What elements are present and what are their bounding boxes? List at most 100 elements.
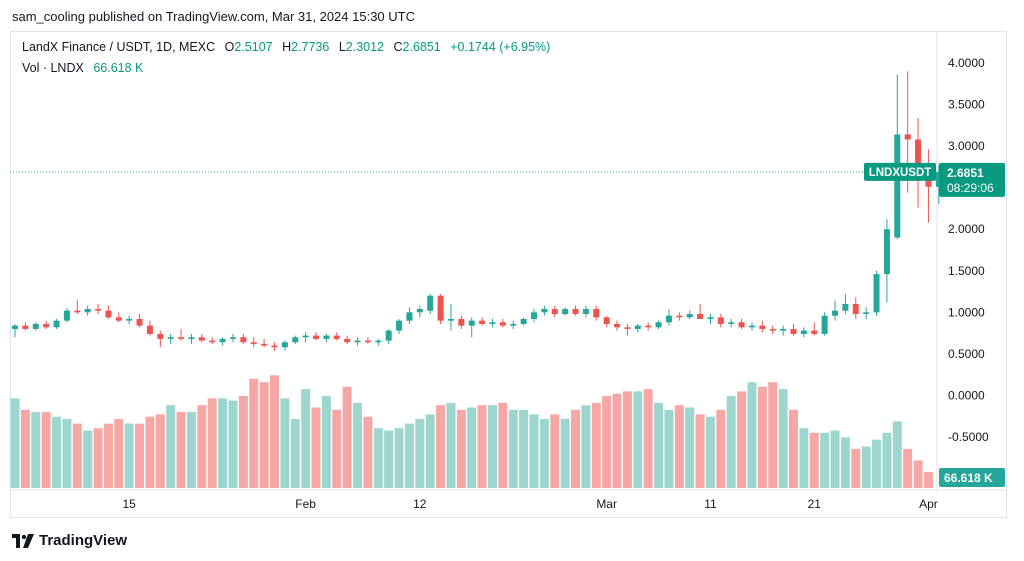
- open-label: O: [224, 40, 235, 54]
- volume-bar: [332, 409, 342, 488]
- volume-bar: [872, 439, 882, 488]
- volume-bar: [270, 375, 279, 488]
- time-tick-label: 12: [413, 497, 427, 511]
- volume-bar: [280, 398, 290, 488]
- volume-bar: [892, 421, 902, 488]
- volume-bar: [238, 396, 248, 488]
- volume-bar: [207, 398, 217, 488]
- candle-body: [790, 328, 797, 334]
- candle-body: [593, 309, 600, 318]
- candle-body: [146, 325, 153, 334]
- volume-bar: [519, 409, 529, 488]
- volume-bar: [654, 402, 664, 488]
- time-tick-label: 11: [704, 497, 717, 511]
- candle-body: [531, 312, 537, 319]
- candle-body: [883, 229, 890, 275]
- volume-bar: [747, 382, 757, 488]
- volume-bar: [539, 419, 549, 488]
- volume-bar: [436, 405, 446, 488]
- volume-bar: [321, 396, 331, 488]
- volume-bar: [41, 412, 51, 488]
- volume-bar: [633, 391, 643, 488]
- volume-bar: [311, 407, 321, 488]
- price-tick-label: 1.5000: [948, 264, 985, 278]
- volume-bar: [342, 386, 352, 488]
- volume-bar: [166, 405, 176, 488]
- candle-body: [126, 318, 133, 321]
- candle-body: [468, 320, 475, 326]
- candle-body: [499, 322, 506, 326]
- candle-body: [676, 315, 683, 318]
- tradingview-brand[interactable]: TradingView: [12, 532, 127, 549]
- candle-body: [157, 333, 164, 339]
- volume-bar: [72, 423, 82, 488]
- volume-bar: [301, 389, 311, 488]
- volume-bar: [249, 378, 259, 488]
- volume-tag: [939, 468, 1005, 487]
- candle-body: [84, 309, 91, 313]
- volume-bar: [508, 409, 518, 488]
- volume-bar: [31, 412, 41, 488]
- time-tick-label: Feb: [295, 497, 316, 511]
- candle-body: [634, 325, 641, 329]
- ohlc-legend: LandX Finance / USDT, 1D, MEXC O2.5107 H…: [22, 40, 550, 54]
- candle-body: [873, 274, 880, 313]
- low-label: L: [338, 40, 346, 54]
- candle-body: [22, 325, 29, 329]
- volume-bar: [135, 423, 145, 488]
- candle-body: [95, 309, 102, 311]
- candle-body: [863, 312, 870, 314]
- candle-body: [697, 313, 704, 319]
- candle-body: [292, 337, 299, 343]
- symbol-tag-label: LNDXUSDT: [869, 167, 932, 179]
- candle-body: [541, 309, 548, 313]
- volume-bar: [467, 407, 477, 488]
- candle-body: [738, 322, 745, 328]
- candle-body: [188, 337, 195, 339]
- price-tick-label: 3.5000: [948, 98, 985, 112]
- candle-body: [842, 304, 849, 311]
- candle-body: [520, 318, 527, 324]
- volume-bar: [903, 448, 913, 488]
- volume-bar: [830, 430, 840, 488]
- volume-bar: [861, 446, 871, 488]
- candle-body: [510, 323, 517, 326]
- volume-bar: [477, 405, 487, 488]
- candle-body: [354, 340, 361, 343]
- volume-bar: [602, 396, 612, 488]
- volume-bar: [498, 402, 508, 488]
- candle-body: [136, 318, 143, 326]
- candle-body: [614, 323, 621, 328]
- volume-bar: [550, 414, 560, 488]
- volume-label[interactable]: Vol · LNDX: [22, 61, 84, 75]
- volume-bar: [415, 419, 425, 488]
- volume-bar: [757, 386, 767, 488]
- time-tick-label: Apr: [919, 497, 938, 511]
- candle-body: [229, 337, 236, 339]
- brand-name: TradingView: [39, 532, 128, 549]
- last-price-value: 2.6851: [947, 166, 984, 180]
- candle-body: [748, 325, 755, 328]
- volume-bar: [93, 428, 103, 488]
- volume-bar: [581, 405, 591, 488]
- volume-bar: [20, 409, 30, 488]
- candle-body: [572, 309, 579, 314]
- volume-bar: [851, 448, 861, 488]
- volume-bar: [716, 409, 726, 488]
- change-value: +0.1744 (+6.95%): [450, 40, 551, 54]
- candle-body: [198, 337, 205, 341]
- candle-body: [178, 337, 185, 339]
- volume-bar: [622, 391, 632, 488]
- candle-body: [935, 171, 942, 187]
- symbol-title[interactable]: LandX Finance / USDT, 1D, MEXC: [22, 40, 216, 54]
- candle-body: [427, 295, 434, 311]
- volume-bar: [685, 407, 695, 488]
- candle-body: [74, 310, 81, 313]
- price-tick-label: 2.0000: [948, 222, 985, 236]
- volume-bar: [456, 409, 466, 488]
- volume-value: 66.618 K: [93, 61, 144, 75]
- candle-body: [32, 323, 39, 329]
- candle-body: [105, 310, 112, 318]
- countdown-value: 08:29:06: [947, 181, 994, 195]
